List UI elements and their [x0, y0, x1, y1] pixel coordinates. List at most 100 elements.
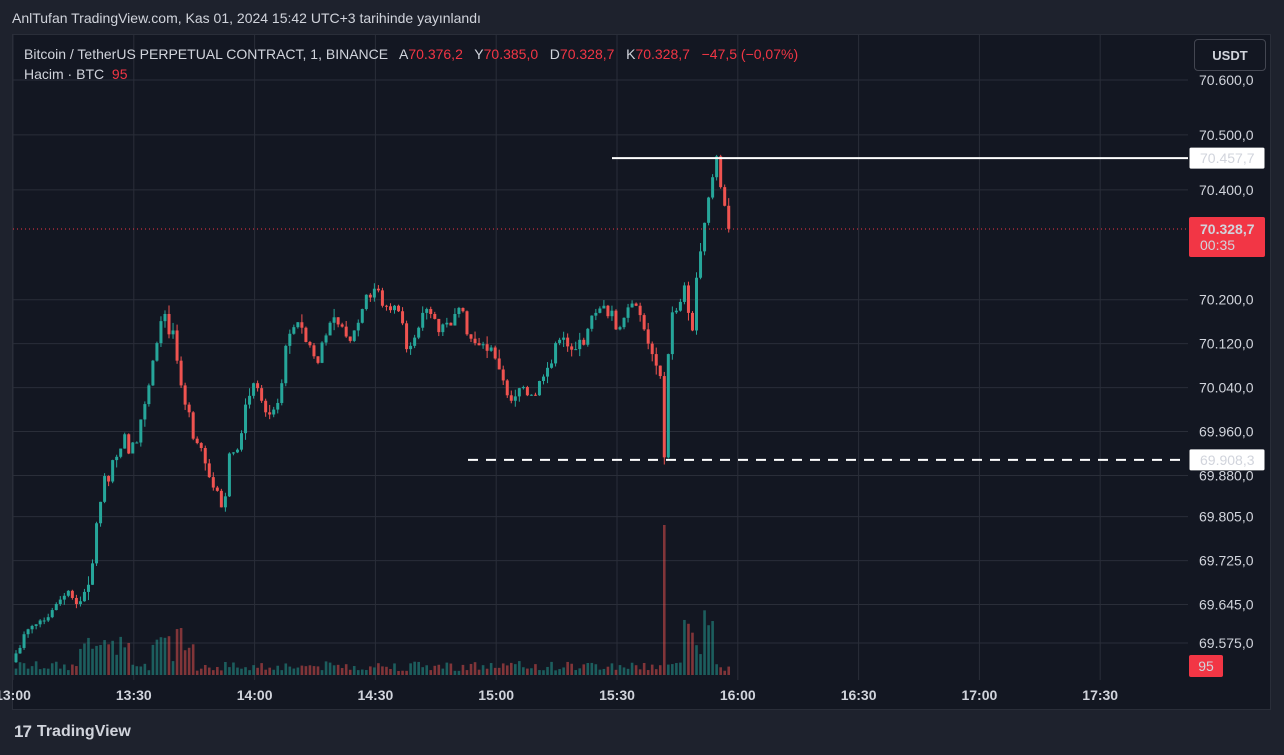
volume-bar	[505, 665, 509, 675]
volume-bar	[58, 668, 62, 675]
candle-body	[231, 452, 235, 454]
candle-body	[719, 156, 723, 188]
candle-body	[376, 288, 380, 291]
volume-bar	[650, 664, 654, 675]
candle-body	[123, 434, 127, 449]
volume-bar	[232, 662, 235, 675]
tradingview-mark-icon: 17	[14, 722, 32, 741]
volume-bar	[453, 670, 457, 675]
volume-bar	[352, 666, 356, 675]
candle-body	[296, 322, 300, 328]
candle-body	[433, 313, 437, 319]
volume-bar	[115, 654, 118, 675]
tradingview-logo[interactable]: 17 TradingView	[14, 722, 131, 742]
candle-body	[529, 394, 533, 396]
volume-bar	[473, 662, 477, 675]
volume-bar	[675, 663, 678, 675]
volume-bar	[707, 625, 710, 675]
candle-body	[666, 354, 670, 458]
volume-bar	[554, 670, 557, 675]
candle-body	[163, 313, 167, 322]
candle-body	[183, 385, 187, 405]
volume-bar	[83, 643, 86, 675]
candle-body	[682, 285, 686, 302]
candle-body	[630, 303, 634, 308]
candle-body	[594, 312, 598, 316]
candle-body	[195, 438, 199, 444]
candle-body	[66, 590, 70, 596]
candle-body	[95, 523, 99, 564]
candle-body	[368, 294, 372, 298]
volume-bar	[518, 661, 521, 675]
volume-bar	[409, 663, 412, 675]
volume-bar	[727, 666, 731, 675]
candle-body	[642, 315, 646, 330]
candle-body	[393, 305, 397, 311]
volume-bar	[203, 665, 207, 675]
candle-body	[372, 288, 376, 298]
volume-bar	[449, 663, 453, 675]
candle-body	[364, 294, 368, 310]
volume-bar	[618, 665, 622, 675]
high-price-tag	[1188, 146, 1266, 170]
candle-body	[171, 330, 175, 335]
volume-bar	[429, 670, 433, 675]
volume-bar	[147, 670, 151, 675]
candle-body	[425, 309, 429, 313]
volume-bar	[264, 669, 267, 675]
volume-bar	[373, 667, 376, 675]
volume-bar	[183, 650, 187, 675]
y-tick-label: 69.575,0	[1199, 635, 1254, 651]
candle-body	[215, 487, 219, 491]
candle-body	[413, 337, 417, 346]
candle-body	[590, 315, 594, 329]
volume-bar	[546, 666, 549, 675]
volume-bar	[534, 664, 537, 675]
volume-bar	[558, 669, 561, 675]
price-axis: 70.600,0 70.500,0 70.400,0 70.200,0 70.120,0…	[1199, 72, 1254, 651]
volume-bar	[111, 640, 114, 675]
volume-bar	[360, 669, 364, 675]
volume-bar	[324, 661, 328, 675]
volume-bar	[671, 664, 674, 675]
candle-body	[22, 634, 26, 648]
candle-body	[525, 387, 529, 396]
candle-body	[550, 363, 554, 368]
volume-bar	[421, 667, 424, 675]
volume-bar	[244, 667, 247, 675]
volume-bar	[397, 670, 400, 675]
volume-bar	[320, 670, 324, 675]
candle-body	[582, 339, 586, 345]
volume-bar	[159, 637, 163, 675]
volume-bar	[336, 664, 340, 675]
currency-button[interactable]: USDT	[1194, 39, 1266, 71]
candle-body	[304, 327, 308, 343]
candle-body	[30, 625, 34, 630]
volume-bar	[30, 666, 34, 675]
volume-bar	[38, 669, 42, 675]
volume-histogram	[14, 525, 731, 675]
candle-body	[74, 597, 78, 605]
volume-bar	[477, 669, 481, 675]
candle-body	[147, 385, 151, 405]
volume-bar	[252, 665, 255, 675]
candle-body	[695, 277, 699, 331]
volume-bar	[622, 667, 626, 675]
candle-body	[280, 383, 284, 403]
chart-frame[interactable]	[12, 34, 1271, 710]
volume-bar	[711, 621, 714, 675]
volume-bar	[377, 663, 380, 675]
volume-bar	[119, 636, 122, 675]
volume-bar	[79, 648, 82, 675]
candle-body	[139, 419, 143, 443]
candle-body	[203, 448, 207, 464]
candle-body	[155, 343, 159, 361]
candle-body	[235, 449, 239, 453]
volume-bar	[667, 664, 670, 675]
volume-label: Hacim · BTC	[24, 66, 105, 82]
volume-bar	[642, 662, 646, 675]
volume-bar	[538, 670, 541, 675]
candle-body	[554, 343, 558, 364]
candle-body	[336, 317, 340, 325]
